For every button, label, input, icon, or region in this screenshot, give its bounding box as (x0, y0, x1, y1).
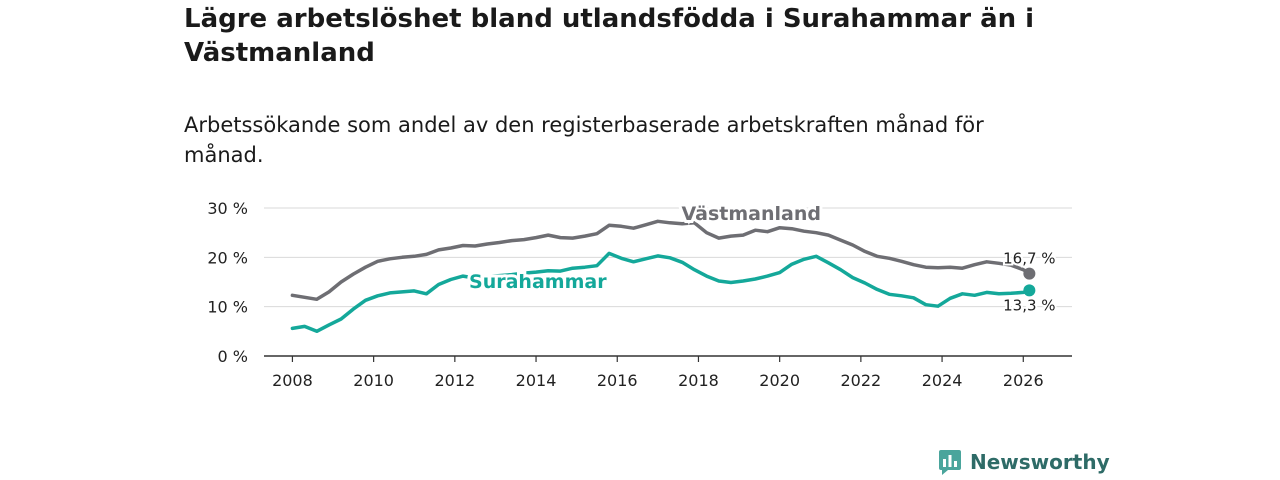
brand-logo: Newsworthy (938, 448, 1110, 476)
end-point-surahammar (1023, 284, 1036, 297)
series-line-surahammar (290, 251, 1032, 334)
y-tick-label: 20 % (207, 248, 248, 267)
end-value-label: 13,3 % (1003, 296, 1055, 314)
newsworthy-logo-icon (939, 450, 961, 475)
end-value-label: 16,7 % (1003, 250, 1055, 268)
x-tick-label: 2018 (678, 371, 719, 390)
x-tick-label: 2010 (353, 371, 394, 390)
series-labels: 16,7 % 13,3 % Västmanland Surahammar (466, 200, 1058, 316)
series-name-label: Västmanland (681, 203, 821, 225)
y-axis-ticks: 0 % 10 % 20 % 30 % (207, 199, 248, 366)
series-line-västmanland (290, 219, 1032, 302)
line-chart: 0 % 10 % 20 % 30 % 2008 2010 2012 2014 2016 2018… (207, 199, 1072, 390)
x-tick-label: 2016 (597, 371, 638, 390)
y-tick-label: 30 % (207, 199, 248, 218)
x-tick-label: 2024 (922, 371, 963, 390)
end-point-västmanland (1023, 267, 1036, 280)
series-lines (290, 219, 1036, 334)
x-axis: 2008 2010 2012 2014 2016 2018 2020 2022 2024 2026 (264, 355, 1072, 390)
y-tick-label: 0 % (218, 347, 248, 366)
series-name-label: Surahammar (469, 271, 607, 293)
x-tick-label: 2008 (272, 371, 313, 390)
x-tick-label: 2014 (516, 371, 557, 390)
x-tick-label: 2012 (434, 371, 475, 390)
x-tick-label: 2022 (841, 371, 882, 390)
y-tick-label: 10 % (207, 298, 248, 317)
x-tick-label: 2020 (759, 371, 800, 390)
chart-subtitle: Arbetssökande som andel av den registerb… (184, 113, 984, 167)
brand-name: Newsworthy (970, 450, 1110, 474)
chart-title: Lägre arbetslöshet bland utlandsfödda i … (184, 4, 1035, 68)
x-tick-label: 2026 (1003, 371, 1044, 390)
